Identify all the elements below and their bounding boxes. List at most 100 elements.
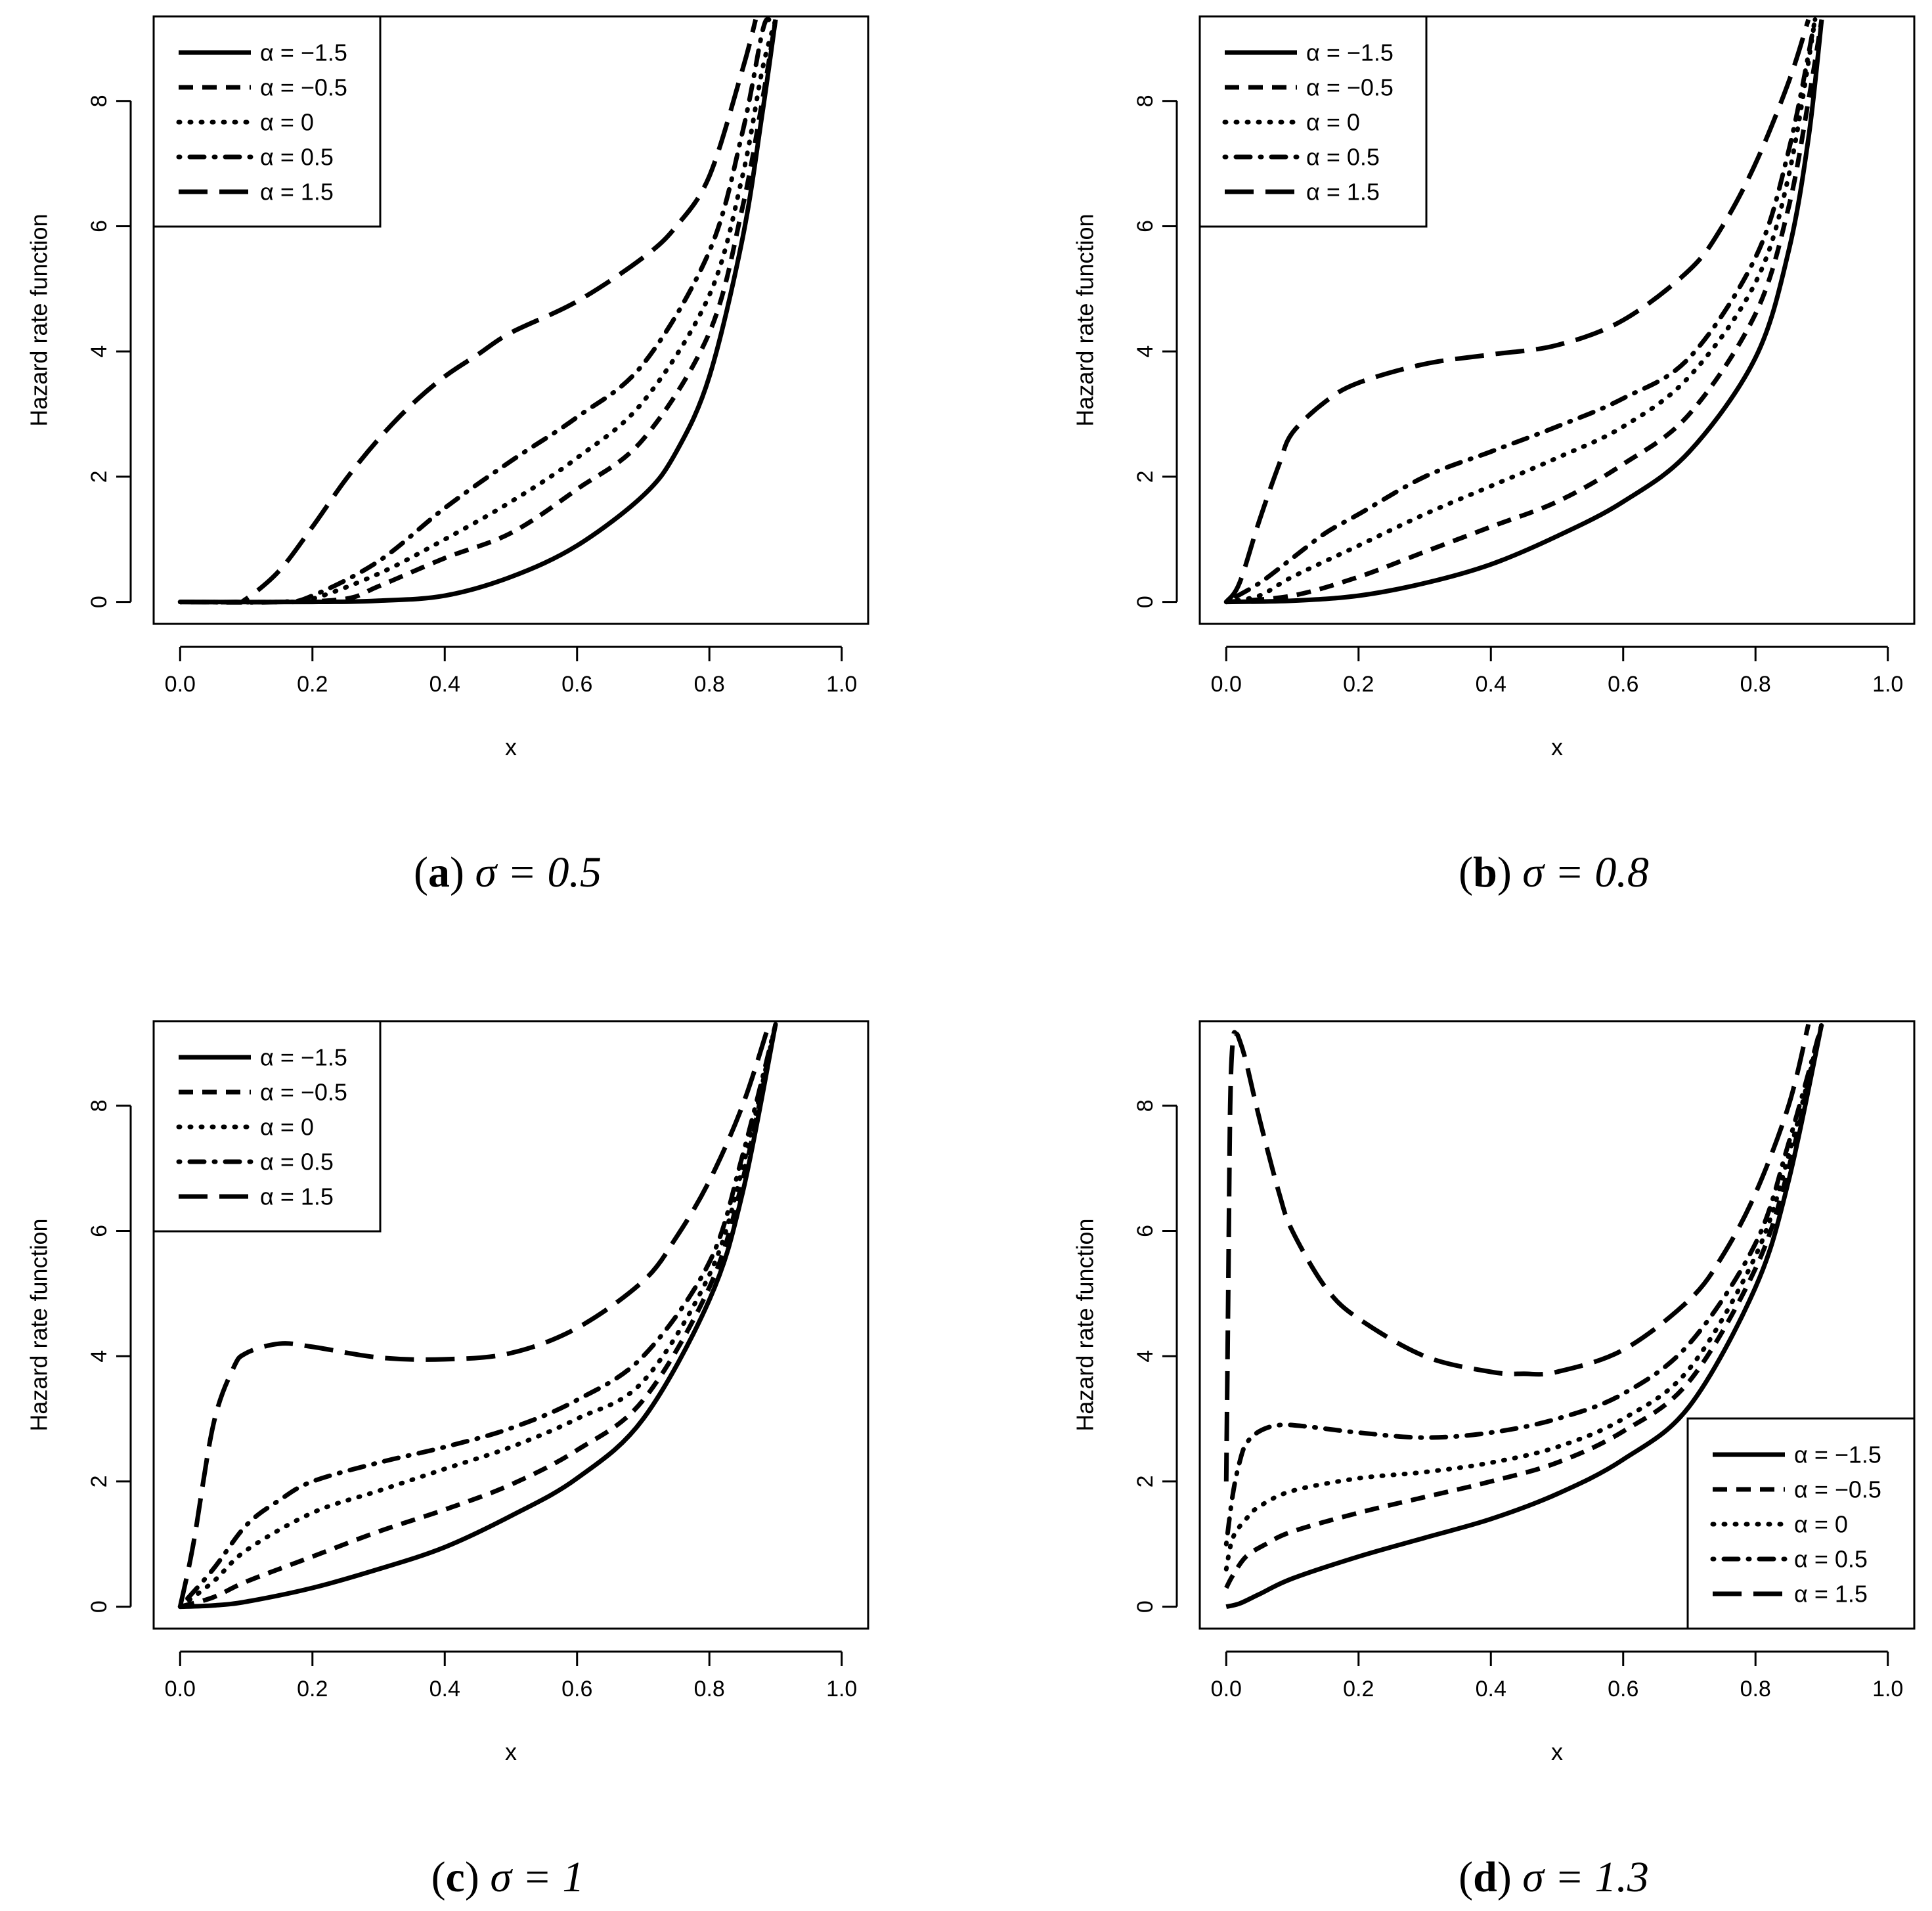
legend-label: α = 1.5 <box>260 1183 334 1210</box>
plot-frame <box>152 15 869 625</box>
legend: α = −1.5 α = −0.5 α = 0 α = 0.5 α = 1.5 <box>1686 1417 1916 1630</box>
legend-label: α = 0 <box>1794 1511 1848 1538</box>
x-tick-label: 0.6 <box>1608 672 1638 697</box>
plot-frame <box>152 1020 869 1630</box>
caption-close: ) <box>450 848 475 896</box>
series-line <box>1223 17 1818 605</box>
series-line <box>177 1023 772 1608</box>
caption-close: ) <box>465 1853 490 1901</box>
panel-a: 0.0 0.2 0.4 0.6 0.8 1.0 x 0 2 4 6 8 Hazard rate func… <box>26 15 869 896</box>
caption-sigma: σ = 0.8 <box>1522 848 1649 896</box>
legend-label: α = 1.5 <box>1306 179 1380 206</box>
series-line <box>177 1022 778 1610</box>
y-tick-label: 4 <box>1133 1350 1158 1363</box>
legend-label: α = 1.5 <box>260 179 334 206</box>
y-tick-label: 0 <box>1133 1600 1158 1613</box>
caption-letter: a <box>428 848 450 896</box>
series-line <box>1223 1022 1824 1571</box>
legend-label: α = 1.5 <box>1794 1581 1868 1608</box>
caption-close: ) <box>1497 1853 1522 1901</box>
caption-letter: d <box>1473 1853 1497 1901</box>
x-tick-label: 0.8 <box>694 1677 725 1702</box>
x-tick-label: 0.2 <box>1343 672 1374 697</box>
y-axis-title: Hazard rate function <box>1072 1218 1099 1431</box>
legend-label: α = 0.5 <box>260 144 334 171</box>
legend-label: α = −0.5 <box>260 1079 347 1106</box>
legend-label: α = −1.5 <box>260 39 347 66</box>
legend-label: α = 0 <box>260 109 314 136</box>
series-line <box>180 19 778 605</box>
y-tick-label: 6 <box>87 1225 112 1237</box>
caption-letter: c <box>446 1853 465 1901</box>
legend-label: α = 0 <box>260 1114 314 1141</box>
x-tick-label: 0.4 <box>429 672 460 697</box>
y-tick-label: 0 <box>87 1600 112 1613</box>
x-axis-title: x <box>1551 1738 1563 1765</box>
caption-sigma: σ = 1 <box>490 1853 584 1901</box>
caption-open: ( <box>414 848 428 896</box>
y-tick-label: 2 <box>1133 1475 1158 1487</box>
x-tick-label: 0.2 <box>297 672 328 697</box>
x-tick-label: 0.4 <box>429 1677 460 1702</box>
y-tick-label: 2 <box>1133 470 1158 483</box>
legend: α = −1.5 α = −0.5 α = 0 α = 0.5 α = 1.5 <box>152 15 382 228</box>
x-tick-label: 0.0 <box>1211 672 1242 697</box>
legend-label: α = 0.5 <box>1794 1546 1868 1573</box>
legend-label: α = −0.5 <box>1794 1476 1881 1503</box>
x-tick-label: 1.0 <box>1872 672 1903 697</box>
x-tick-label: 0.0 <box>165 1677 196 1702</box>
series-line <box>1223 1023 1811 1482</box>
x-tick-label: 0.6 <box>561 1677 592 1702</box>
panel-b: 0.0 0.2 0.4 0.6 0.8 1.0 x 0 2 4 6 8 Hazard rate func… <box>1072 15 1916 896</box>
legend-label: α = −0.5 <box>260 74 347 101</box>
legend-label: α = −1.5 <box>1306 39 1394 66</box>
y-tick-label: 6 <box>87 220 112 232</box>
y-tick-label: 2 <box>87 1475 112 1487</box>
series-line <box>1224 1024 1824 1589</box>
x-tick-label: 1.0 <box>1872 1677 1903 1702</box>
series-line <box>179 1024 778 1609</box>
y-tick-label: 4 <box>87 1350 112 1363</box>
plot-frame <box>1198 1020 1916 1630</box>
y-tick-label: 8 <box>87 1099 112 1112</box>
series-line <box>1223 1022 1824 1547</box>
y-tick-label: 8 <box>1133 1099 1158 1112</box>
caption-open: ( <box>431 1853 446 1901</box>
y-tick-label: 2 <box>87 470 112 483</box>
x-tick-label: 0.4 <box>1476 1677 1506 1702</box>
x-tick-label: 0.8 <box>1740 1677 1771 1702</box>
x-tick-label: 0.8 <box>694 672 725 697</box>
caption-open: ( <box>1459 1853 1473 1901</box>
series-group <box>1223 1022 1824 1610</box>
series-group <box>177 1022 778 1610</box>
legend-label: α = −0.5 <box>1306 74 1394 101</box>
caption-close: ) <box>1497 848 1522 896</box>
y-tick-label: 6 <box>1133 220 1158 232</box>
plot-frame <box>1198 15 1916 625</box>
legend-label: α = 0 <box>1306 109 1360 136</box>
caption-open: ( <box>1459 848 1473 896</box>
series-line <box>1224 18 1811 604</box>
y-tick-label: 4 <box>87 345 112 358</box>
panel-c: 0.0 0.2 0.4 0.6 0.8 1.0 x 0 2 4 6 8 Hazard rate func… <box>26 1020 869 1901</box>
x-tick-label: 1.0 <box>826 1677 857 1702</box>
x-tick-label: 0.6 <box>561 672 592 697</box>
x-tick-label: 0.2 <box>1343 1677 1374 1702</box>
series-line <box>177 17 778 605</box>
panel-caption: (a) σ = 0.5 <box>414 848 602 896</box>
series-group <box>1223 17 1824 605</box>
y-axis-title: Hazard rate function <box>1072 213 1099 426</box>
legend: α = −1.5 α = −0.5 α = 0 α = 0.5 α = 1.5 <box>1198 15 1428 228</box>
y-tick-label: 0 <box>1133 596 1158 608</box>
legend-label: α = 0.5 <box>1306 144 1380 171</box>
x-tick-label: 0.4 <box>1476 672 1506 697</box>
x-tick-label: 0.6 <box>1608 1677 1638 1702</box>
y-tick-label: 6 <box>1133 1225 1158 1237</box>
panel-caption: (c) σ = 1 <box>431 1853 584 1901</box>
y-tick-label: 8 <box>87 95 112 107</box>
y-tick-label: 4 <box>1133 345 1158 358</box>
series-line <box>1225 1024 1824 1610</box>
series-line <box>1226 19 1824 605</box>
caption-sigma: σ = 0.5 <box>475 848 602 896</box>
